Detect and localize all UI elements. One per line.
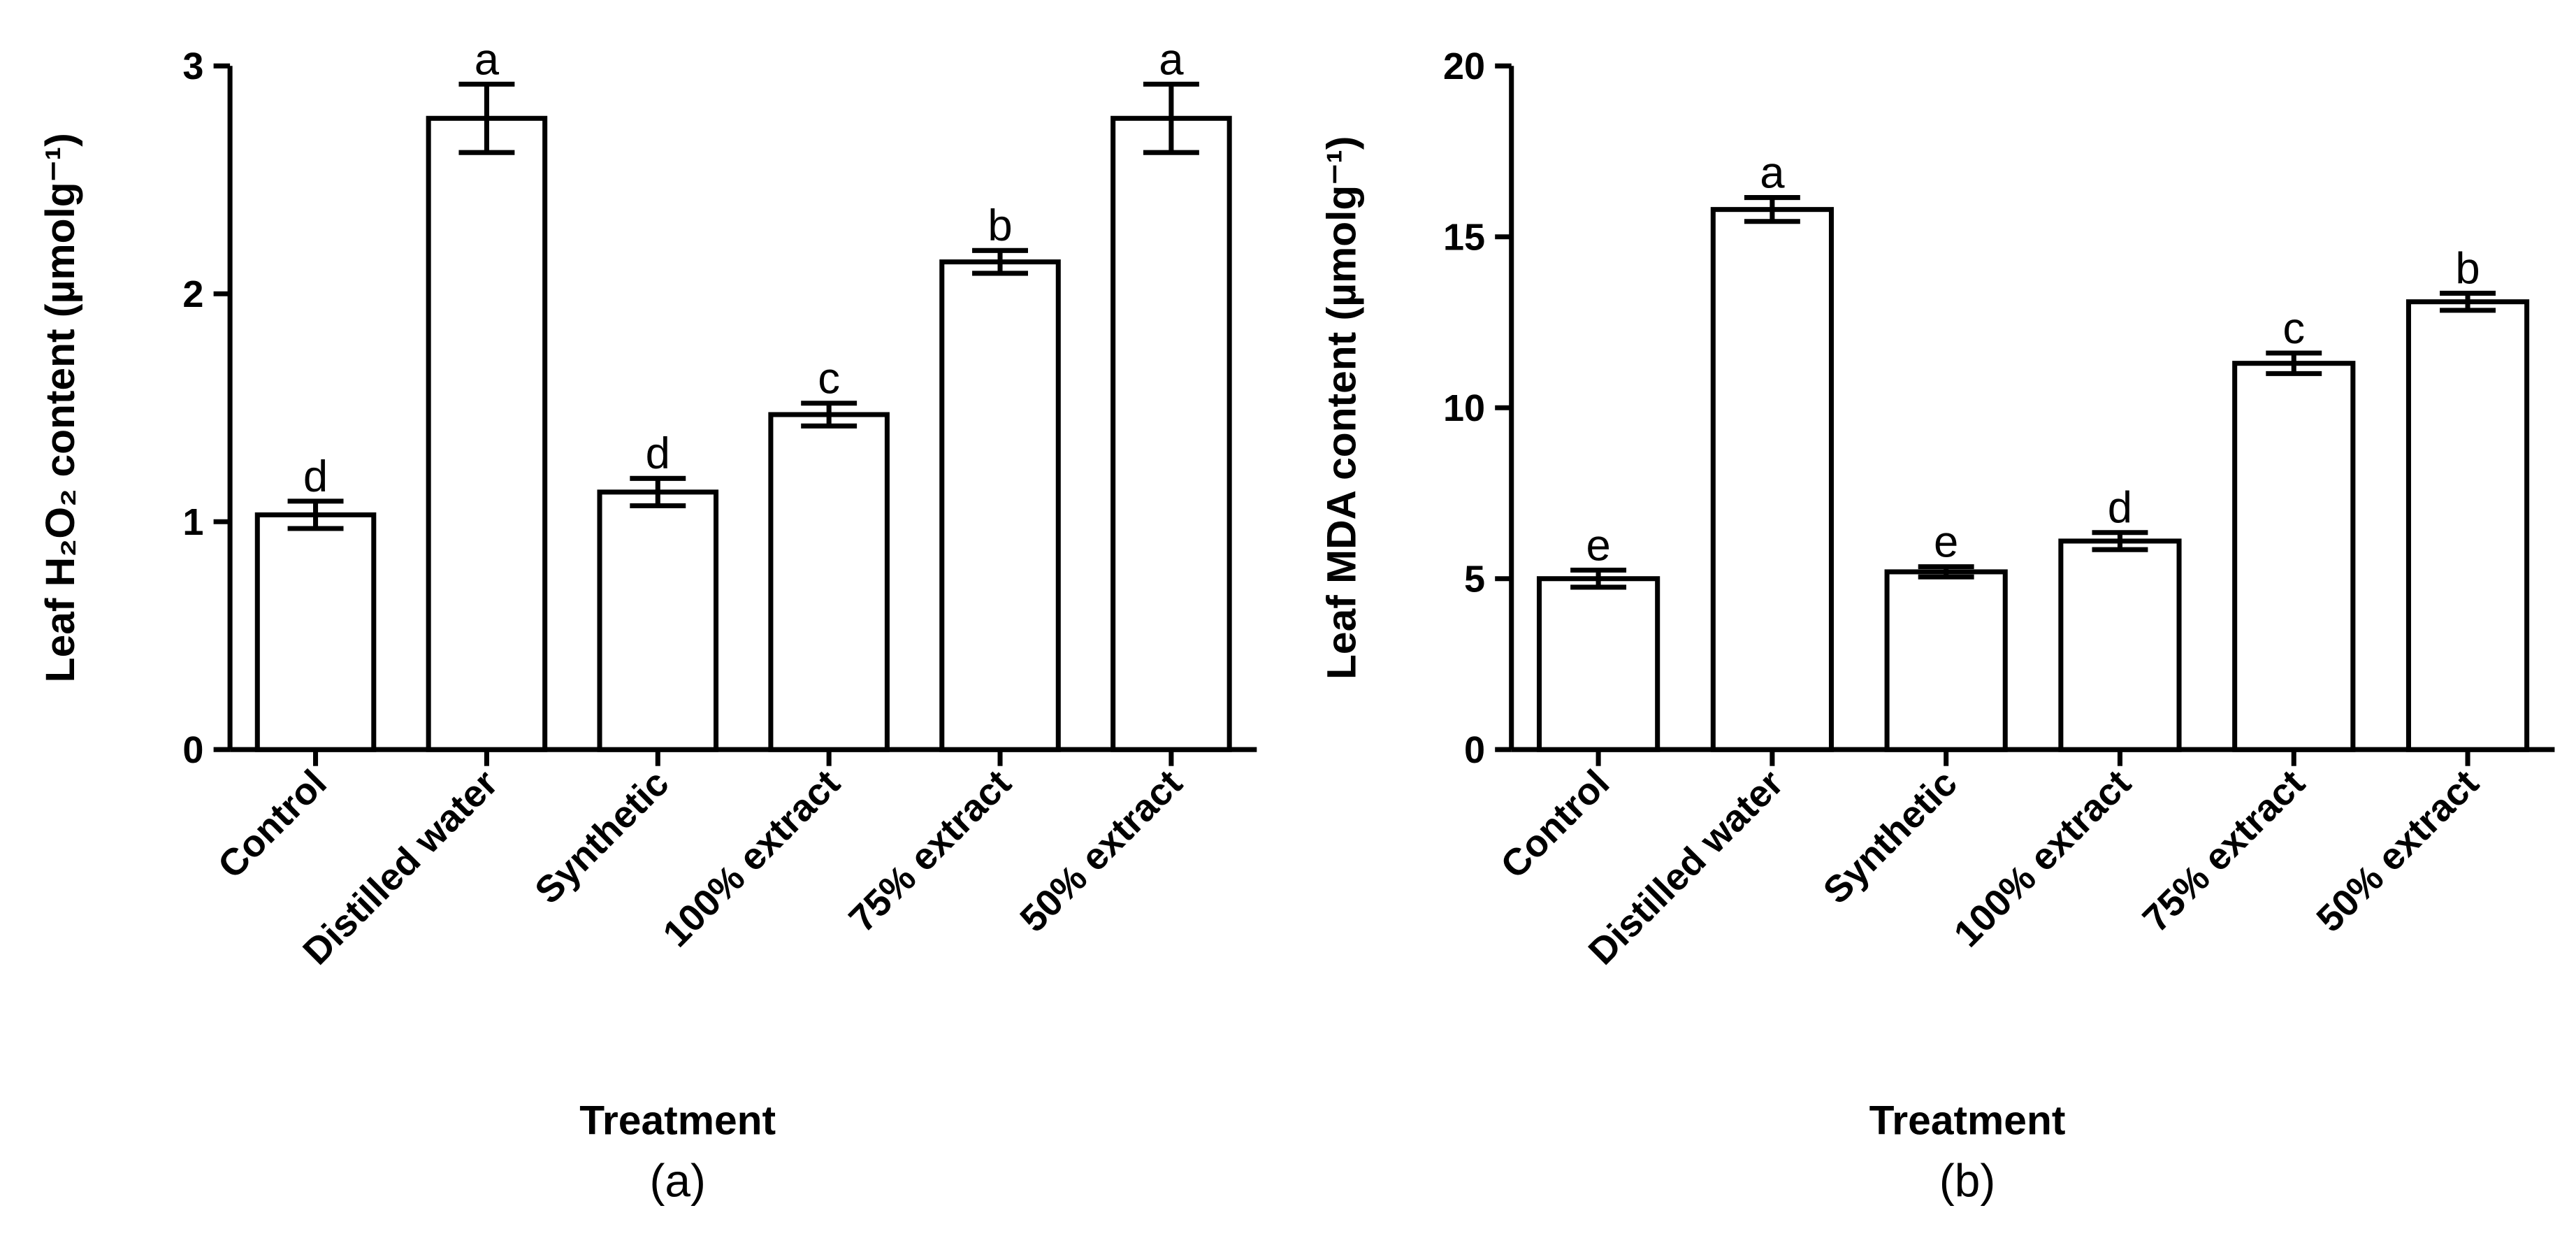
significance-letter: e (1934, 518, 1958, 567)
y-tick-label: 10 (1443, 387, 1485, 429)
x-tick-label: Synthetic (527, 762, 676, 912)
bar (939, 259, 1061, 752)
significance-letter: d (2108, 484, 2132, 533)
x-tick-label: 100% extract (655, 762, 848, 955)
x-tick-label: 75% extract (841, 762, 1019, 940)
y-tick-label: 15 (1443, 217, 1485, 259)
bar (2232, 361, 2356, 752)
bar (2058, 538, 2182, 752)
x-tick-label: 100% extract (1946, 762, 2139, 955)
significance-letter: b (987, 201, 1012, 250)
y-tick-label: 5 (1464, 559, 1485, 601)
y-tick-label: 1 (182, 501, 203, 543)
x-axis-label: Treatment (1869, 1098, 2066, 1143)
significance-letter: d (303, 452, 328, 501)
significance-letter: b (2455, 244, 2480, 293)
panel-label: (a) (649, 1155, 705, 1207)
significance-letter: a (475, 35, 500, 84)
x-axis-label: Treatment (579, 1098, 776, 1143)
y-tick-label: 20 (1443, 45, 1485, 87)
significance-letter: a (1760, 148, 1785, 197)
y-tick-label: 2 (182, 273, 203, 315)
bar (1536, 576, 1660, 752)
significance-letter: e (1586, 521, 1610, 570)
y-tick-label: 0 (182, 729, 203, 771)
y-axis-label: Leaf H₂O₂ content (µmolg⁻¹) (38, 133, 83, 682)
significance-letter: d (646, 429, 670, 478)
significance-letter: c (818, 354, 840, 403)
bar (1710, 207, 1835, 752)
x-tick-label: Control (210, 762, 335, 886)
x-tick-label: 50% extract (1012, 762, 1190, 940)
bar (597, 489, 719, 752)
panel-label: (b) (1939, 1155, 1995, 1207)
y-tick-label: 3 (182, 45, 203, 87)
y-tick-label: 0 (1464, 729, 1485, 771)
x-tick-label: 50% extract (2308, 762, 2487, 940)
bar (426, 115, 548, 752)
bar (254, 512, 377, 752)
x-tick-label: 75% extract (2135, 762, 2313, 940)
bar (1110, 115, 1232, 752)
significance-letter: a (1159, 35, 1184, 84)
significance-letter: c (2282, 304, 2305, 353)
bar (768, 412, 890, 752)
bar (2405, 299, 2530, 752)
x-tick-label: Synthetic (1816, 762, 1965, 912)
x-tick-label: Control (1493, 762, 1617, 886)
y-axis-label: Leaf MDA content (µmolg⁻¹) (1319, 136, 1364, 680)
bar (1884, 569, 2008, 752)
